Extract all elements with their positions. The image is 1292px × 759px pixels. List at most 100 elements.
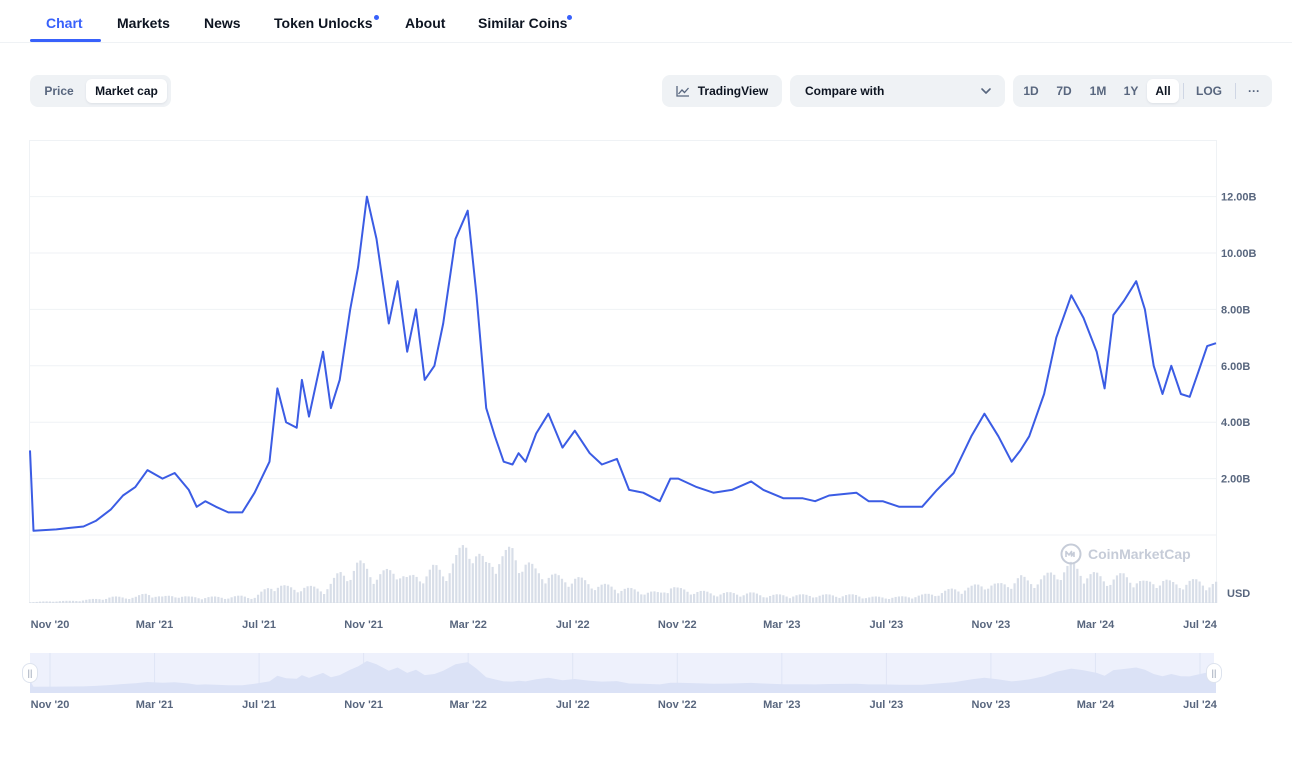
more-options-button[interactable]: ··· xyxy=(1248,84,1260,98)
volume-bar xyxy=(85,599,88,603)
volume-bar xyxy=(673,587,676,603)
volume-bar xyxy=(1102,581,1105,603)
volume-bar xyxy=(785,596,788,603)
coinmarketcap-logo-icon xyxy=(1060,543,1082,565)
volume-bar xyxy=(759,595,762,603)
volume-bar xyxy=(180,596,184,603)
tab-chart[interactable]: Chart xyxy=(46,15,83,31)
volume-bar xyxy=(71,600,75,603)
volume-bar xyxy=(207,597,210,603)
volume-bar xyxy=(247,598,250,603)
compare-with-select[interactable]: Compare with xyxy=(790,75,1005,107)
volume-bar xyxy=(864,598,868,603)
price-toggle-button[interactable]: Price xyxy=(44,84,74,98)
tab-markets[interactable]: Markets xyxy=(117,15,170,31)
volume-bar xyxy=(154,596,157,603)
volume-bar xyxy=(296,592,299,603)
volume-bar xyxy=(600,584,603,603)
x-tick-label: Jul '24 xyxy=(1183,619,1217,631)
volume-bar xyxy=(769,595,772,603)
range-all-button[interactable]: All xyxy=(1147,79,1179,103)
range-7d-button[interactable]: 7D xyxy=(1056,84,1072,98)
volume-bar xyxy=(389,570,392,603)
volume-bar xyxy=(564,582,567,603)
volume-bar xyxy=(1086,578,1089,603)
volume-bar xyxy=(887,598,891,603)
log-scale-button[interactable]: LOG xyxy=(1196,84,1222,98)
volume-bar xyxy=(167,595,170,603)
volume-bar xyxy=(481,555,484,603)
tab-token-unlocks[interactable]: Token Unlocks xyxy=(274,15,373,31)
volume-bar xyxy=(1099,576,1102,603)
market-cap-toggle-button[interactable]: Market cap xyxy=(86,79,167,103)
range-1d-button[interactable]: 1D xyxy=(1023,84,1039,98)
volume-bar xyxy=(1145,580,1148,603)
volume-bar xyxy=(841,596,844,603)
volume-bar xyxy=(289,587,293,603)
navigator-right-handle[interactable]: || xyxy=(1206,663,1222,683)
volume-bar xyxy=(1152,584,1155,603)
volume-bar xyxy=(111,596,114,603)
volume-bar xyxy=(425,576,428,603)
volume-bar xyxy=(365,568,369,603)
volume-bar xyxy=(448,573,451,603)
volume-bar xyxy=(428,569,431,603)
volume-bar xyxy=(963,590,967,603)
x-tick-label: Mar '24 xyxy=(1076,619,1115,631)
volume-bar xyxy=(1056,579,1059,603)
volume-bar xyxy=(960,593,963,603)
y-tick-label: 10.00B xyxy=(1221,248,1257,260)
range-navigator[interactable] xyxy=(30,653,1214,693)
volume-bar xyxy=(408,575,412,603)
volume-bar xyxy=(283,585,286,603)
volume-bar xyxy=(369,577,372,603)
volume-bar xyxy=(75,601,78,603)
volume-bar xyxy=(1122,573,1125,603)
volume-bar xyxy=(897,596,901,603)
volume-bar xyxy=(256,594,260,603)
volume-bar xyxy=(253,597,256,603)
volume-bar xyxy=(712,595,716,603)
volume-bar xyxy=(1205,590,1208,603)
volume-bar xyxy=(1033,587,1036,603)
volume-bar xyxy=(498,564,501,603)
volume-bar xyxy=(352,570,355,603)
tab-news[interactable]: News xyxy=(204,15,241,31)
volume-bar xyxy=(858,596,861,603)
volume-bar xyxy=(124,598,128,603)
market-cap-line xyxy=(29,195,1217,532)
volume-bar xyxy=(617,593,620,603)
volume-bar xyxy=(973,584,977,603)
tab-about[interactable]: About xyxy=(405,15,446,31)
volume-bar xyxy=(679,588,683,603)
volume-bar xyxy=(557,575,560,603)
volume-bar xyxy=(147,595,151,603)
range-1y-button[interactable]: 1Y xyxy=(1123,84,1139,98)
navigator-left-handle[interactable]: || xyxy=(22,663,38,683)
volume-bar xyxy=(514,560,517,603)
volume-bar xyxy=(1215,581,1218,603)
volume-bar xyxy=(1132,587,1135,603)
volume-bar xyxy=(755,593,758,603)
volume-bar xyxy=(547,577,550,603)
chart-frame xyxy=(29,140,1217,603)
volume-bar xyxy=(81,600,85,603)
tab-similar-coins[interactable]: Similar Coins xyxy=(478,15,568,31)
volume-bar xyxy=(445,580,448,603)
volume-bar xyxy=(835,596,838,603)
volume-bar xyxy=(273,591,276,603)
range-1m-button[interactable]: 1M xyxy=(1089,84,1107,98)
volume-bar xyxy=(669,588,673,603)
tradingview-button[interactable]: TradingView xyxy=(662,75,782,107)
y-tick-label: 12.00B xyxy=(1221,192,1257,204)
x-tick-label: Nov '23 xyxy=(971,619,1011,631)
volume-bar xyxy=(623,588,626,603)
volume-bar xyxy=(702,590,706,603)
volume-bar xyxy=(194,597,197,603)
volume-bar xyxy=(527,562,531,603)
volume-bar xyxy=(1109,584,1112,603)
volume-bar xyxy=(91,598,94,603)
volume-bar xyxy=(745,593,749,603)
volume-bar xyxy=(815,597,818,603)
